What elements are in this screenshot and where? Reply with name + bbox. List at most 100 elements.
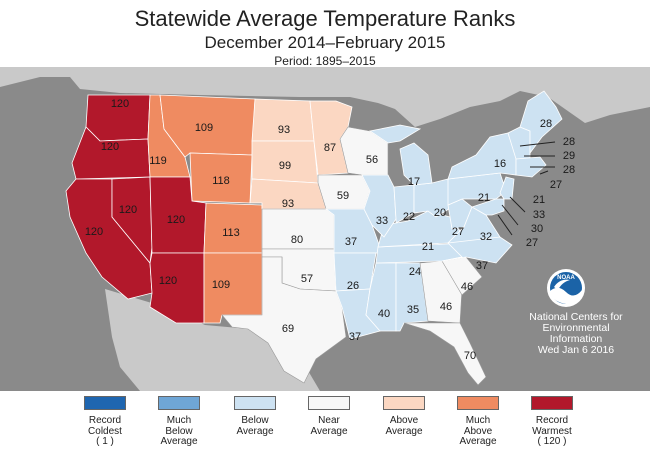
legend-swatch <box>158 396 200 410</box>
credit-line-1: National Centers for <box>529 311 623 323</box>
rank-ar: 26 <box>347 280 359 292</box>
legend-swatch <box>383 396 425 410</box>
map-period: Period: 1895–2015 <box>274 54 376 68</box>
rank-pa: 21 <box>478 192 490 204</box>
rank-ga: 46 <box>440 301 452 313</box>
rank-ia: 59 <box>337 190 349 202</box>
rank-id: 119 <box>149 155 167 167</box>
legend-label: Below <box>165 425 193 437</box>
noaa-logo-icon: NOAA <box>547 269 585 307</box>
rank-ma: 29 <box>563 150 575 162</box>
legend-swatch <box>84 396 126 410</box>
rank-al: 35 <box>407 304 419 316</box>
legend-swatch <box>308 396 350 410</box>
legend-label: Record <box>88 415 122 426</box>
legend-label: Above <box>389 415 419 426</box>
legend-near: Near Average <box>294 396 364 437</box>
rank-wi: 56 <box>366 154 378 166</box>
rank-va: 32 <box>480 231 492 243</box>
legend-label: Much <box>465 415 491 426</box>
legend-label: ( 120 ) <box>537 436 567 447</box>
rank-co: 113 <box>222 227 240 239</box>
rank-ne: 93 <box>282 198 294 210</box>
rank-md: 30 <box>531 223 543 235</box>
legend-much-below: Much Below Average <box>144 396 214 448</box>
rank-ct: 27 <box>550 179 562 191</box>
rank-dc: 27 <box>526 237 538 249</box>
rank-ky: 21 <box>422 241 434 253</box>
rank-mi: 17 <box>408 176 420 188</box>
credit-line-3: Information <box>549 333 603 345</box>
rank-ms: 40 <box>378 308 390 320</box>
rank-nv: 120 <box>119 204 137 216</box>
rank-ks: 80 <box>291 234 303 246</box>
rank-nc: 37 <box>476 260 488 272</box>
legend-label: Below <box>241 415 269 426</box>
rank-wv: 27 <box>452 226 464 238</box>
state-tx[interactable] <box>221 256 347 384</box>
mexico-landmass <box>105 289 320 391</box>
rank-az: 120 <box>159 275 177 287</box>
rank-mo: 37 <box>345 236 357 248</box>
rank-ut: 120 <box>167 214 185 226</box>
legend-label: Average <box>310 425 348 437</box>
rank-ny: 16 <box>494 158 506 170</box>
legend-label: Above <box>463 425 493 437</box>
state-me[interactable] <box>519 90 563 155</box>
legend-label: Much <box>166 415 192 426</box>
legend-label: Coldest <box>88 425 122 437</box>
legend-label: Average <box>236 425 274 437</box>
state-fl[interactable] <box>403 322 487 386</box>
legend-much-above: Much Above Average <box>443 396 513 448</box>
rank-sc: 46 <box>461 281 473 293</box>
legend-swatch <box>531 396 573 410</box>
rank-mn: 87 <box>324 142 336 154</box>
canada-landmass <box>0 67 650 127</box>
state-shapes <box>65 90 563 386</box>
rank-mt: 109 <box>195 122 213 134</box>
state-md-de[interactable] <box>471 198 505 216</box>
legend-above: Above Average <box>369 396 439 437</box>
state-nc[interactable] <box>441 236 513 264</box>
rank-labels: 120 120 120 120 120 120 119 109 118 113 … <box>85 98 575 362</box>
legend-swatch <box>234 396 276 410</box>
rank-de: 33 <box>533 209 545 221</box>
state-mi-upper[interactable] <box>368 124 422 144</box>
rank-tx: 69 <box>282 323 294 335</box>
rank-ca: 120 <box>85 226 103 238</box>
rank-tn: 24 <box>409 266 421 278</box>
map-title: Statewide Average Temperature Ranks <box>134 6 516 31</box>
legend-label: Record <box>535 415 569 426</box>
map-subtitle: December 2014–February 2015 <box>204 33 446 52</box>
legend-label: ( 1 ) <box>96 436 114 447</box>
legend-record-warmest: Record Warmest ( 120 ) <box>517 396 587 448</box>
state-mi[interactable] <box>399 142 433 186</box>
rank-sd: 99 <box>279 160 291 172</box>
rank-nm: 109 <box>212 279 230 291</box>
legend: Record Coldest ( 1 ) Much Below Average … <box>0 396 650 475</box>
state-il[interactable] <box>361 174 397 238</box>
legend-label: Warmest <box>532 425 572 437</box>
legend-label: Average <box>459 436 497 447</box>
rank-wa: 120 <box>111 98 129 110</box>
credit-line-2: Environmental <box>542 322 610 334</box>
rank-in: 22 <box>403 211 415 223</box>
rank-nd: 93 <box>278 124 290 136</box>
state-in[interactable] <box>393 184 415 224</box>
state-nj[interactable] <box>499 176 515 200</box>
legend-label: Near <box>318 415 340 426</box>
rank-ri: 28 <box>563 164 575 176</box>
rank-nj: 21 <box>533 194 545 206</box>
rank-wy: 118 <box>212 175 230 187</box>
state-nv[interactable] <box>111 176 153 264</box>
leader-lines <box>497 141 556 236</box>
rank-il: 33 <box>376 215 388 227</box>
legend-label: Average <box>385 425 423 437</box>
rank-fl: 70 <box>464 350 476 362</box>
us-temperature-rank-map: 120 120 120 120 120 120 119 109 118 113 … <box>0 67 650 391</box>
state-oh[interactable] <box>413 178 453 218</box>
noaa-logo-text: NOAA <box>557 275 575 281</box>
rank-oh: 20 <box>434 207 446 219</box>
legend-swatch <box>457 396 499 410</box>
rank-or: 120 <box>101 141 119 153</box>
